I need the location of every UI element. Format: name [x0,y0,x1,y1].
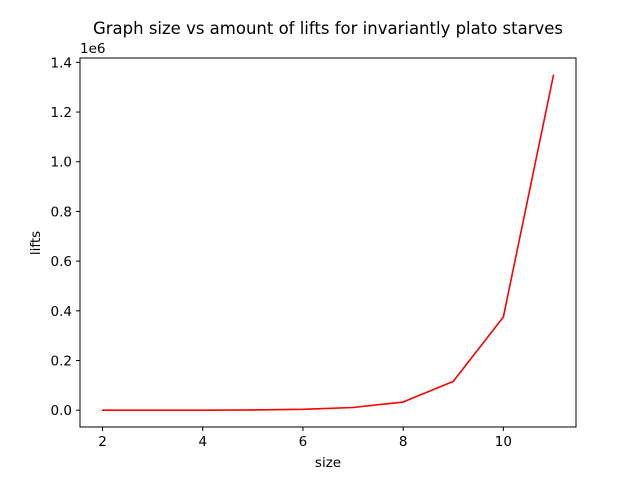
y-offset-label: 1e6 [80,41,105,57]
y-tick-label: 0.0 [51,403,72,419]
chart-title: Graph size vs amount of lifts for invari… [93,19,563,38]
data-point [151,409,154,412]
y-axis-label: lifts [28,231,44,255]
plot-frame [79,57,577,428]
data-point [101,409,104,412]
x-tick-label: 10 [495,434,512,450]
y-tick-label: 1.2 [51,105,72,121]
data-point [402,401,404,403]
x-axis-label: size [315,455,341,471]
data-point [302,408,304,411]
y-tick-label: 1.4 [51,55,72,71]
x-tick-label: 2 [98,434,107,450]
series-line [102,75,555,412]
y-tick-label: 0.2 [51,354,72,370]
x-tick-label: 4 [198,434,207,450]
x-tick-label: 6 [299,434,308,450]
plot-series [101,74,555,412]
y-tick-label: 0.6 [51,254,72,270]
data-point [502,316,505,318]
data-point [452,380,455,383]
data-point [552,74,555,77]
axis-ticks: 2 4 6 8 10 0.0 0.2 0.4 0.6 0.8 1.0 1.2 1.4 [51,55,512,450]
y-tick-label: 0.4 [51,304,72,320]
data-point [201,409,204,411]
y-tick-label: 0.8 [51,204,72,220]
data-point [252,409,254,411]
x-tick-label: 8 [399,434,408,450]
data-point [352,406,354,409]
y-tick-label: 1.0 [51,155,72,171]
